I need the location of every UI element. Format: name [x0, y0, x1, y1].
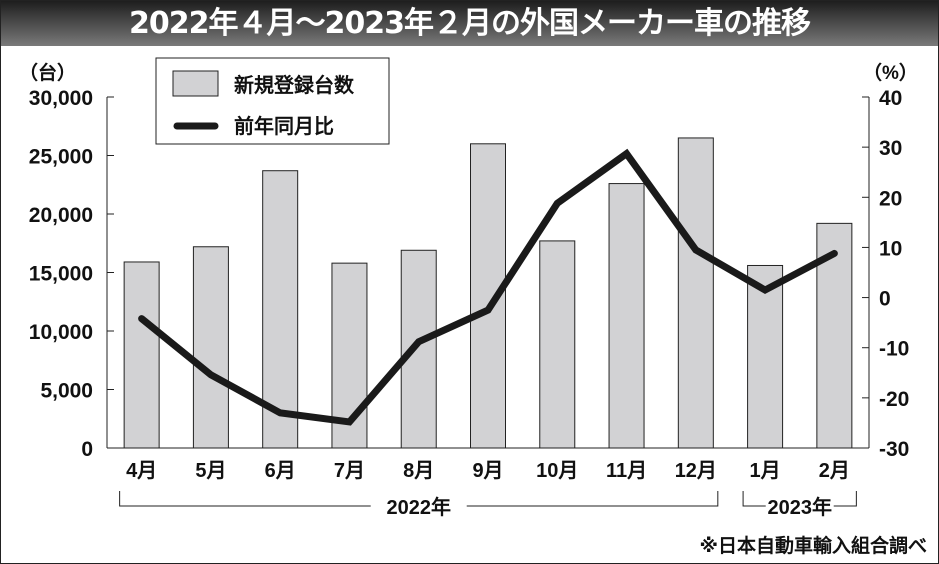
bar-5 [470, 143, 506, 449]
left-tick-label: 0 [81, 438, 93, 461]
bar-7 [608, 183, 645, 449]
right-tick-label: -10 [879, 338, 909, 361]
year-bracket-0 [119, 491, 719, 507]
right-axis-unit: （%） [863, 61, 918, 84]
left-tick-label: 30,000 [29, 87, 93, 110]
legend-bar-label: 新規登録台数 [234, 73, 355, 97]
x-tick-label: 9月 [472, 460, 503, 482]
left-axis-unit: （台） [19, 61, 76, 84]
source-note: ※日本自動車輸入組合調べ [700, 534, 927, 557]
x-tick-label: 11月 [606, 460, 647, 482]
x-tick-label: 7月 [334, 460, 365, 482]
year-label: 2023年 [767, 495, 832, 519]
right-tick-label: 10 [879, 237, 902, 260]
x-tick-label: 10月 [536, 460, 578, 482]
x-tick-label: 5月 [195, 460, 226, 482]
right-tick-label: 20 [879, 187, 902, 210]
bar-4 [400, 249, 437, 449]
right-tick-label: 40 [879, 87, 902, 110]
x-tick-label: 2月 [819, 460, 850, 482]
legend: 新規登録台数 前年同月比 [155, 57, 390, 145]
left-tick-label: 25,000 [29, 146, 93, 169]
legend-line-label: 前年同月比 [234, 114, 334, 138]
right-tick-label: -30 [879, 438, 909, 461]
year-label: 2022年 [386, 495, 451, 519]
x-tick-label: 12月 [675, 460, 717, 482]
left-tick-label: 10,000 [29, 321, 93, 344]
right-tick-label: -20 [879, 388, 909, 411]
chart-title: 2022年４月～2023年２月の外国メーカー車の推移 [1, 1, 938, 46]
left-tick-label: 5,000 [40, 380, 93, 403]
x-tick-label: 4月 [126, 460, 157, 482]
bar-0 [123, 261, 160, 449]
legend-bar-swatch [172, 70, 219, 97]
bar-1 [192, 246, 229, 449]
x-tick-label: 6月 [265, 460, 296, 482]
left-tick-label: 15,000 [29, 263, 93, 286]
x-tick-label: 8月 [403, 460, 434, 482]
bar-9 [747, 264, 784, 449]
year-bracket-1 [742, 491, 857, 507]
x-tick-label: 1月 [750, 460, 781, 482]
right-tick-label: 0 [879, 288, 891, 311]
right-tick-label: 30 [879, 137, 902, 160]
bar-8 [677, 137, 714, 449]
left-tick-label: 20,000 [29, 204, 93, 227]
bar-6 [539, 240, 576, 449]
